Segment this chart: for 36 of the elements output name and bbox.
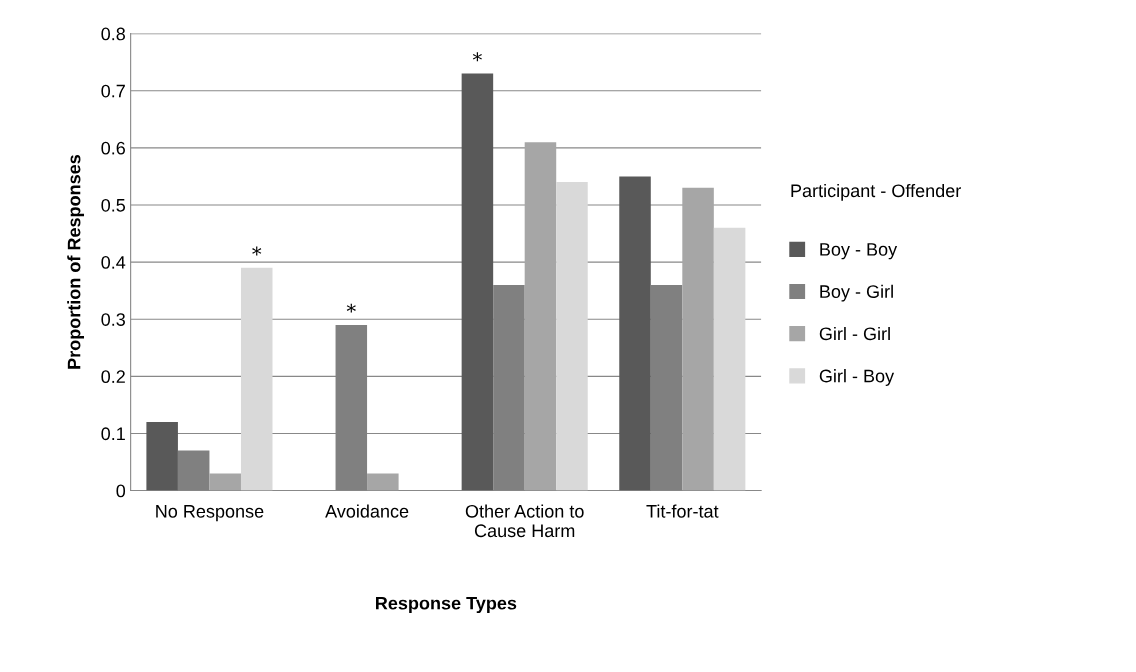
bar — [146, 422, 178, 491]
legend-title: Participant - Offender — [791, 183, 961, 201]
y-tick-label: 0.5 — [101, 198, 126, 212]
bar — [209, 473, 241, 491]
legend-label: Boy - Girl — [820, 284, 893, 302]
x-tick-label: No Response — [156, 505, 264, 522]
bar — [556, 182, 588, 491]
legend-label: Boy - Boy — [820, 243, 898, 260]
legend-label: Girl - Boy — [819, 369, 895, 386]
bar — [524, 142, 557, 491]
bar — [177, 450, 210, 491]
y-tick-label: 0.1 — [101, 427, 125, 441]
x-tick-label: Tit-for-tat — [646, 504, 719, 518]
data-label: * — [346, 303, 356, 313]
bar — [650, 284, 683, 491]
data-label: * — [472, 52, 482, 62]
y-axis-title: Proportion of Responses — [67, 154, 85, 369]
y-tick-label: 0.2 — [101, 370, 125, 384]
x-tick-label: Other Action to Cause Harm — [465, 504, 584, 538]
bar — [240, 267, 273, 491]
y-tick-label: 0.7 — [101, 84, 125, 98]
bar — [367, 473, 399, 491]
x-axis-title: Response Types — [376, 596, 517, 614]
bar — [619, 176, 651, 491]
legend-label: Girl - Girl — [819, 326, 890, 341]
bar — [461, 73, 494, 491]
bar — [713, 227, 746, 491]
y-tick-label: 0.8 — [101, 27, 125, 41]
y-tick-label: 0.6 — [101, 141, 125, 155]
y-tick-label: 0.4 — [101, 256, 126, 269]
data-label: * — [252, 246, 262, 256]
x-tick-label: Avoidance — [325, 504, 409, 518]
y-tick-label: 0.3 — [101, 313, 125, 326]
bar — [682, 187, 714, 491]
y-tick-label: 0 — [116, 484, 126, 498]
bar — [493, 284, 525, 491]
